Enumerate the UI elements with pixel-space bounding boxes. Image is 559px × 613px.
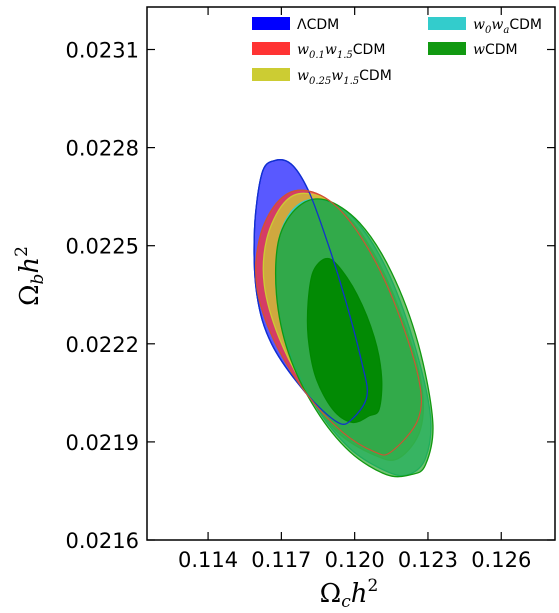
y-tick-label: 0.0225 (66, 235, 139, 259)
y-axis-title: Ωbh2 (12, 246, 48, 306)
y-tick-label: 0.0216 (66, 529, 139, 553)
contour-wcdm-inner (306, 257, 383, 424)
legend-swatch-w0wa (428, 17, 466, 30)
y-tick-label: 0.0219 (66, 431, 139, 455)
x-axis: 0.114 0.117 0.120 0.123 0.126 (178, 7, 531, 572)
legend: ΛCDM w0.1w1.5CDM w0.25w1.5CDM w0waCDM wCDM (252, 17, 542, 87)
contour-layer (253, 159, 434, 478)
plot-frame (146, 6, 556, 541)
contour-w01w15-outline (255, 189, 423, 456)
legend-label-w0wa: w0waCDM (473, 17, 542, 36)
legend-label-w01w15: w0.1w1.5CDM (297, 42, 385, 61)
x-tick-label: 0.114 (178, 548, 238, 572)
x-axis-title: Ωch2 (320, 576, 379, 612)
y-tick-label: 0.0231 (66, 39, 139, 63)
x-tick-label: 0.126 (471, 548, 531, 572)
y-tick-label: 0.0222 (66, 333, 139, 357)
legend-label-w025w15: w0.25w1.5CDM (297, 68, 392, 87)
legend-label-wcdm: wCDM (473, 42, 518, 58)
legend-swatch-w025w15 (252, 68, 290, 81)
y-axis: 0.0216 0.0219 0.0222 0.0225 0.0228 0.0231 (66, 39, 555, 553)
legend-swatch-lcdm (252, 17, 290, 30)
legend-label-lcdm: ΛCDM (297, 17, 339, 33)
y-tick-label: 0.0228 (66, 137, 139, 161)
contour-lcdm-outline (253, 159, 368, 425)
x-tick-label: 0.120 (325, 548, 385, 572)
legend-swatch-wcdm (428, 42, 466, 55)
x-tick-label: 0.123 (398, 548, 458, 572)
legend-swatch-w01w15 (252, 42, 290, 55)
x-tick-label: 0.117 (251, 548, 311, 572)
